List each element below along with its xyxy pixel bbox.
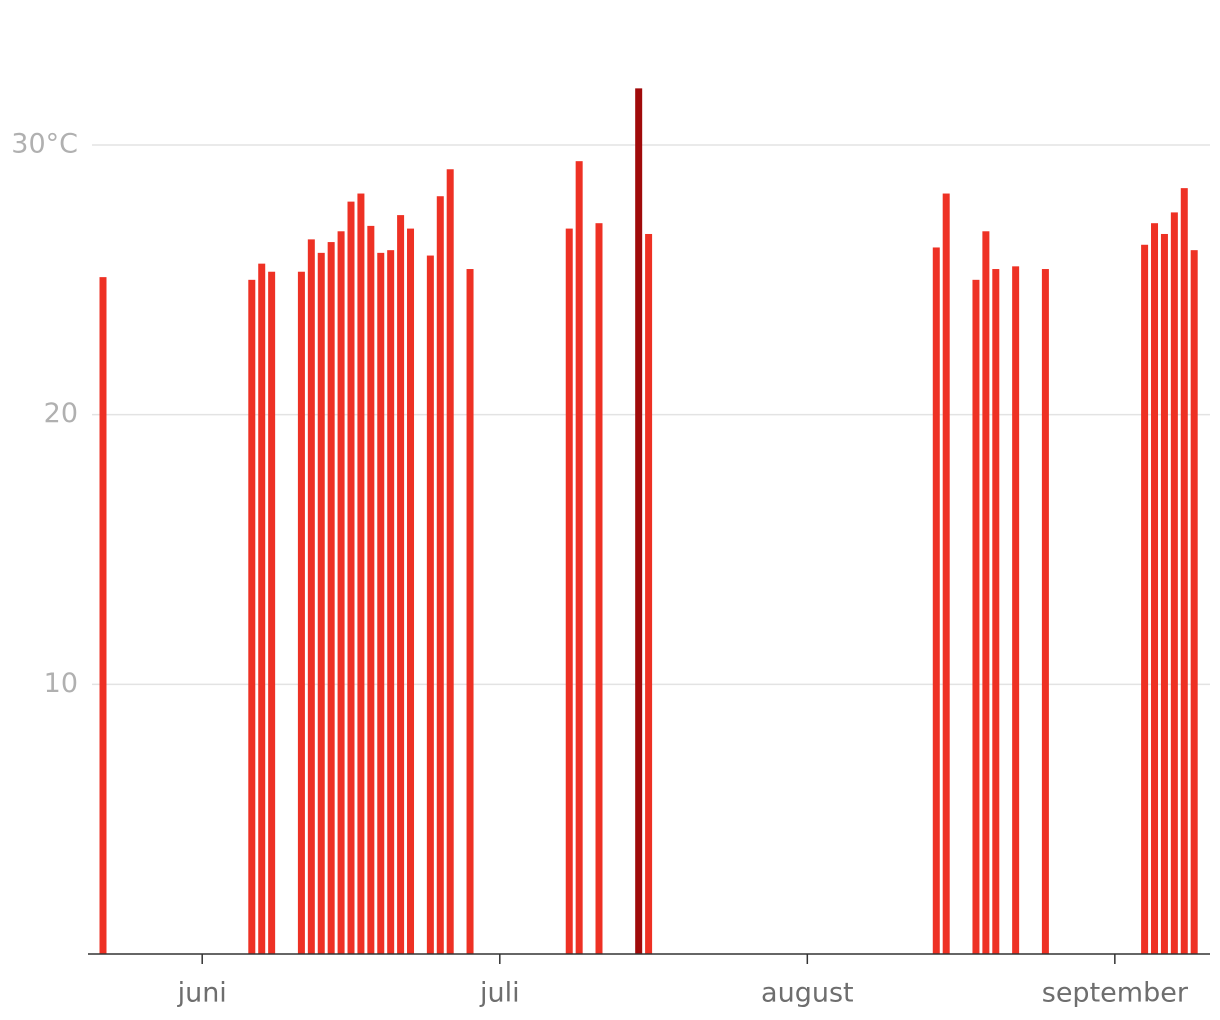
bar xyxy=(575,161,583,955)
bar xyxy=(317,252,325,954)
bar xyxy=(635,88,643,954)
y-tick-label: 20 xyxy=(44,398,78,429)
bar xyxy=(387,250,395,954)
x-tick-label: juni xyxy=(177,978,227,1009)
bar xyxy=(357,193,365,955)
x-tick-label: september xyxy=(1042,978,1189,1009)
bar xyxy=(595,223,603,954)
bar xyxy=(258,263,266,955)
bar xyxy=(1041,269,1049,954)
bar xyxy=(347,201,355,954)
bar xyxy=(297,271,305,955)
bar xyxy=(397,215,405,955)
bar xyxy=(645,233,653,955)
bar xyxy=(932,247,940,954)
bar xyxy=(307,239,315,954)
bar xyxy=(446,169,454,954)
bar xyxy=(1151,223,1159,954)
bar xyxy=(972,279,980,954)
bar xyxy=(436,196,444,954)
bar xyxy=(327,242,335,955)
bar xyxy=(466,269,474,954)
bar xyxy=(377,252,385,954)
y-tick-label: 10 xyxy=(44,668,78,699)
bar xyxy=(1190,250,1198,954)
bar xyxy=(367,225,375,955)
bar xyxy=(248,279,256,954)
bar xyxy=(992,269,1000,954)
bar xyxy=(407,228,415,954)
bar xyxy=(268,271,276,955)
bar xyxy=(1012,266,1020,954)
bar xyxy=(942,193,950,955)
bar xyxy=(426,255,434,955)
bar xyxy=(1141,244,1149,955)
x-tick-label: juli xyxy=(479,978,520,1009)
bar xyxy=(1170,212,1178,955)
bar xyxy=(99,277,107,954)
bar xyxy=(1160,233,1168,955)
bar xyxy=(982,231,990,954)
bar xyxy=(1180,188,1188,954)
bar xyxy=(337,231,345,954)
y-tick-label: 30°C xyxy=(11,128,78,159)
x-tick-label: august xyxy=(761,978,854,1009)
bar xyxy=(565,228,573,954)
